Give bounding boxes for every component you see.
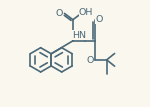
Text: O: O (87, 56, 94, 65)
Text: HN: HN (72, 30, 87, 39)
Text: O: O (56, 9, 63, 18)
Text: OH: OH (79, 8, 93, 17)
Text: O: O (95, 15, 102, 24)
